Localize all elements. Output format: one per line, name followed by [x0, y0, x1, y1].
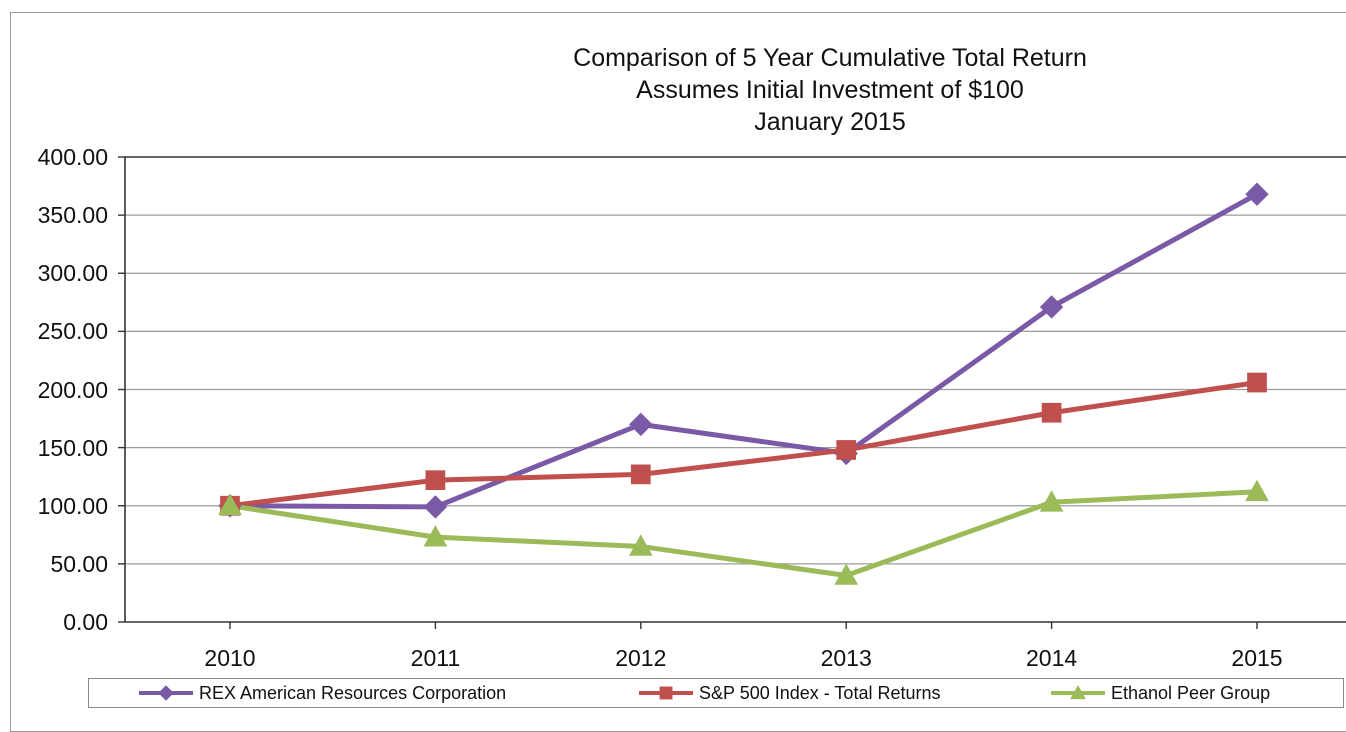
legend-item-ethanol: Ethanol Peer Group — [1049, 679, 1270, 707]
series-0-point-2015 — [1245, 182, 1269, 206]
series-markers — [218, 182, 1269, 585]
x-tick-label-2013: 2013 — [820, 645, 872, 671]
y-tick-label-250.00: 250.00 — [37, 318, 108, 345]
x-tick-label-2014: 2014 — [1026, 645, 1078, 671]
y-tick-label-350.00: 350.00 — [37, 202, 108, 229]
y-tick-label-0.00: 0.00 — [63, 609, 108, 635]
series-line-1 — [227, 380, 1260, 509]
series-0-point-2012 — [629, 412, 653, 437]
y-tick-label-200.00: 200.00 — [37, 376, 108, 403]
chart-title: Comparison of 5 Year Cumulative Total Re… — [573, 44, 1087, 72]
chart-subtitle-line-1: Assumes Initial Investment of $100 — [636, 76, 1024, 104]
series-2-point-2013 — [834, 563, 859, 585]
legend-marker-1 — [659, 686, 673, 700]
series-0-point-2011 — [423, 495, 448, 519]
y-tick-label-400.00: 400.00 — [37, 144, 108, 170]
series-2-point-2014 — [1039, 490, 1064, 512]
x-tick-label-2011: 2011 — [410, 645, 461, 671]
legend-marker-2 — [1070, 684, 1086, 700]
series-1-point-2011 — [425, 470, 446, 491]
series-1-point-2013 — [836, 440, 857, 460]
legend-symbol-diamond-icon — [139, 685, 193, 701]
series-lines — [227, 191, 1260, 578]
axes — [118, 156, 1346, 629]
legend-item-sp500: S&P 500 Index - Total Returns — [637, 679, 940, 707]
legend-symbol-triangle-icon — [1051, 684, 1105, 700]
legend: REX American Resources Corporation S&P 5… — [88, 678, 1344, 708]
legend-item-rex: REX American Resources Corporation — [137, 679, 506, 707]
x-tick-label-2012: 2012 — [615, 645, 667, 671]
legend-symbol-square-icon — [639, 686, 693, 700]
series-line-2 — [227, 489, 1260, 578]
y-tick-label-100.00: 100.00 — [37, 492, 108, 519]
series-2-point-2012 — [628, 534, 653, 556]
series-0-point-2014 — [1039, 295, 1064, 319]
x-tick-label-2010: 2010 — [204, 645, 256, 671]
series-1-point-2012 — [630, 464, 651, 485]
series-line-0 — [227, 191, 1260, 510]
y-tick-label-50.00: 50.00 — [50, 550, 108, 577]
series-1-point-2015 — [1247, 372, 1267, 393]
legend-label-ethanol: Ethanol Peer Group — [1111, 682, 1271, 703]
series-2-point-2015 — [1245, 479, 1269, 502]
y-tick-label-300.00: 300.00 — [37, 260, 108, 287]
series-1-point-2014 — [1041, 402, 1062, 423]
series-2-point-2011 — [423, 525, 448, 547]
legend-label-rex: REX American Resources Corporation — [199, 682, 507, 703]
legend-marker-0 — [158, 685, 174, 701]
series-2-point-2010 — [218, 493, 242, 516]
y-tick-label-150.00: 150.00 — [37, 434, 108, 461]
gridlines — [125, 156, 1346, 565]
x-tick-label-2015: 2015 — [1231, 645, 1283, 671]
legend-label-sp500: S&P 500 Index - Total Returns — [699, 682, 941, 703]
chart-subtitle-line-2: January 2015 — [754, 108, 906, 136]
